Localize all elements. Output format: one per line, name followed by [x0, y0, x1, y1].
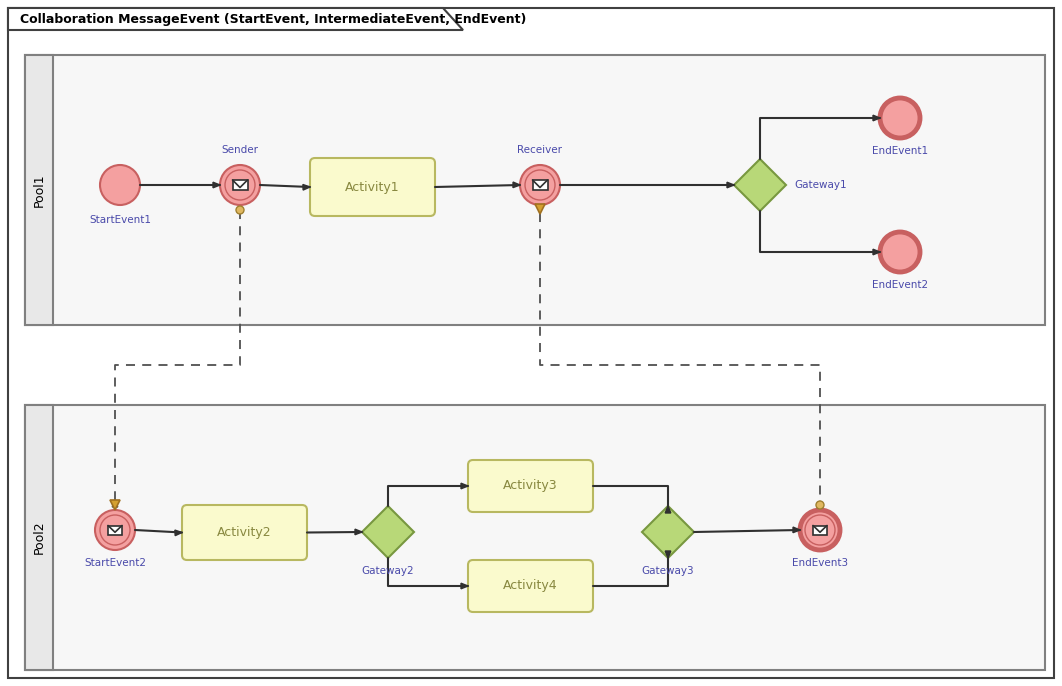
Circle shape — [95, 510, 135, 550]
Polygon shape — [110, 500, 120, 510]
Polygon shape — [461, 483, 468, 489]
Polygon shape — [535, 204, 545, 214]
Polygon shape — [175, 530, 182, 536]
Polygon shape — [113, 500, 118, 507]
Circle shape — [520, 165, 560, 205]
Bar — [813, 525, 827, 534]
Polygon shape — [8, 8, 463, 30]
Text: Activity3: Activity3 — [503, 480, 558, 493]
Text: Activity2: Activity2 — [218, 526, 272, 539]
Text: StartEvent2: StartEvent2 — [84, 558, 145, 568]
Polygon shape — [213, 182, 220, 188]
Circle shape — [800, 510, 840, 550]
Text: Gateway1: Gateway1 — [794, 180, 846, 190]
Circle shape — [816, 501, 824, 509]
Text: EndEvent2: EndEvent2 — [872, 280, 928, 290]
Polygon shape — [817, 501, 823, 508]
Polygon shape — [461, 583, 468, 589]
Bar — [25, 55, 1045, 325]
Text: Collaboration MessageEvent (StartEvent, IntermediateEvent, EndEvent): Collaboration MessageEvent (StartEvent, … — [20, 14, 527, 27]
Circle shape — [236, 206, 244, 214]
Text: Pool2: Pool2 — [33, 521, 46, 554]
Polygon shape — [355, 529, 362, 534]
Polygon shape — [513, 182, 520, 188]
Text: Sender: Sender — [222, 145, 258, 155]
Text: StartEvent1: StartEvent1 — [89, 215, 151, 225]
Polygon shape — [727, 182, 734, 188]
FancyBboxPatch shape — [468, 460, 593, 512]
Polygon shape — [873, 115, 880, 121]
FancyBboxPatch shape — [468, 560, 593, 612]
Bar — [25, 405, 53, 670]
Bar — [108, 525, 122, 534]
Text: Activity1: Activity1 — [345, 180, 399, 193]
FancyBboxPatch shape — [310, 158, 435, 216]
Polygon shape — [665, 551, 671, 558]
Polygon shape — [665, 506, 671, 513]
Polygon shape — [873, 249, 880, 255]
Polygon shape — [643, 506, 693, 558]
Text: Pool1: Pool1 — [33, 173, 46, 206]
Bar — [532, 180, 548, 190]
Text: Gateway2: Gateway2 — [362, 566, 414, 576]
Bar — [25, 405, 1045, 670]
Bar — [25, 55, 53, 325]
Polygon shape — [793, 527, 800, 532]
Bar — [233, 180, 247, 190]
Text: Receiver: Receiver — [517, 145, 563, 155]
Circle shape — [100, 165, 140, 205]
Circle shape — [880, 98, 920, 138]
Text: Gateway3: Gateway3 — [641, 566, 695, 576]
Text: EndEvent3: EndEvent3 — [792, 558, 849, 568]
FancyBboxPatch shape — [182, 505, 307, 560]
Text: EndEvent1: EndEvent1 — [872, 146, 928, 156]
Text: Activity4: Activity4 — [503, 580, 558, 593]
Polygon shape — [734, 159, 786, 211]
Polygon shape — [303, 185, 310, 190]
Circle shape — [220, 165, 260, 205]
Circle shape — [880, 232, 920, 272]
Polygon shape — [362, 506, 414, 558]
